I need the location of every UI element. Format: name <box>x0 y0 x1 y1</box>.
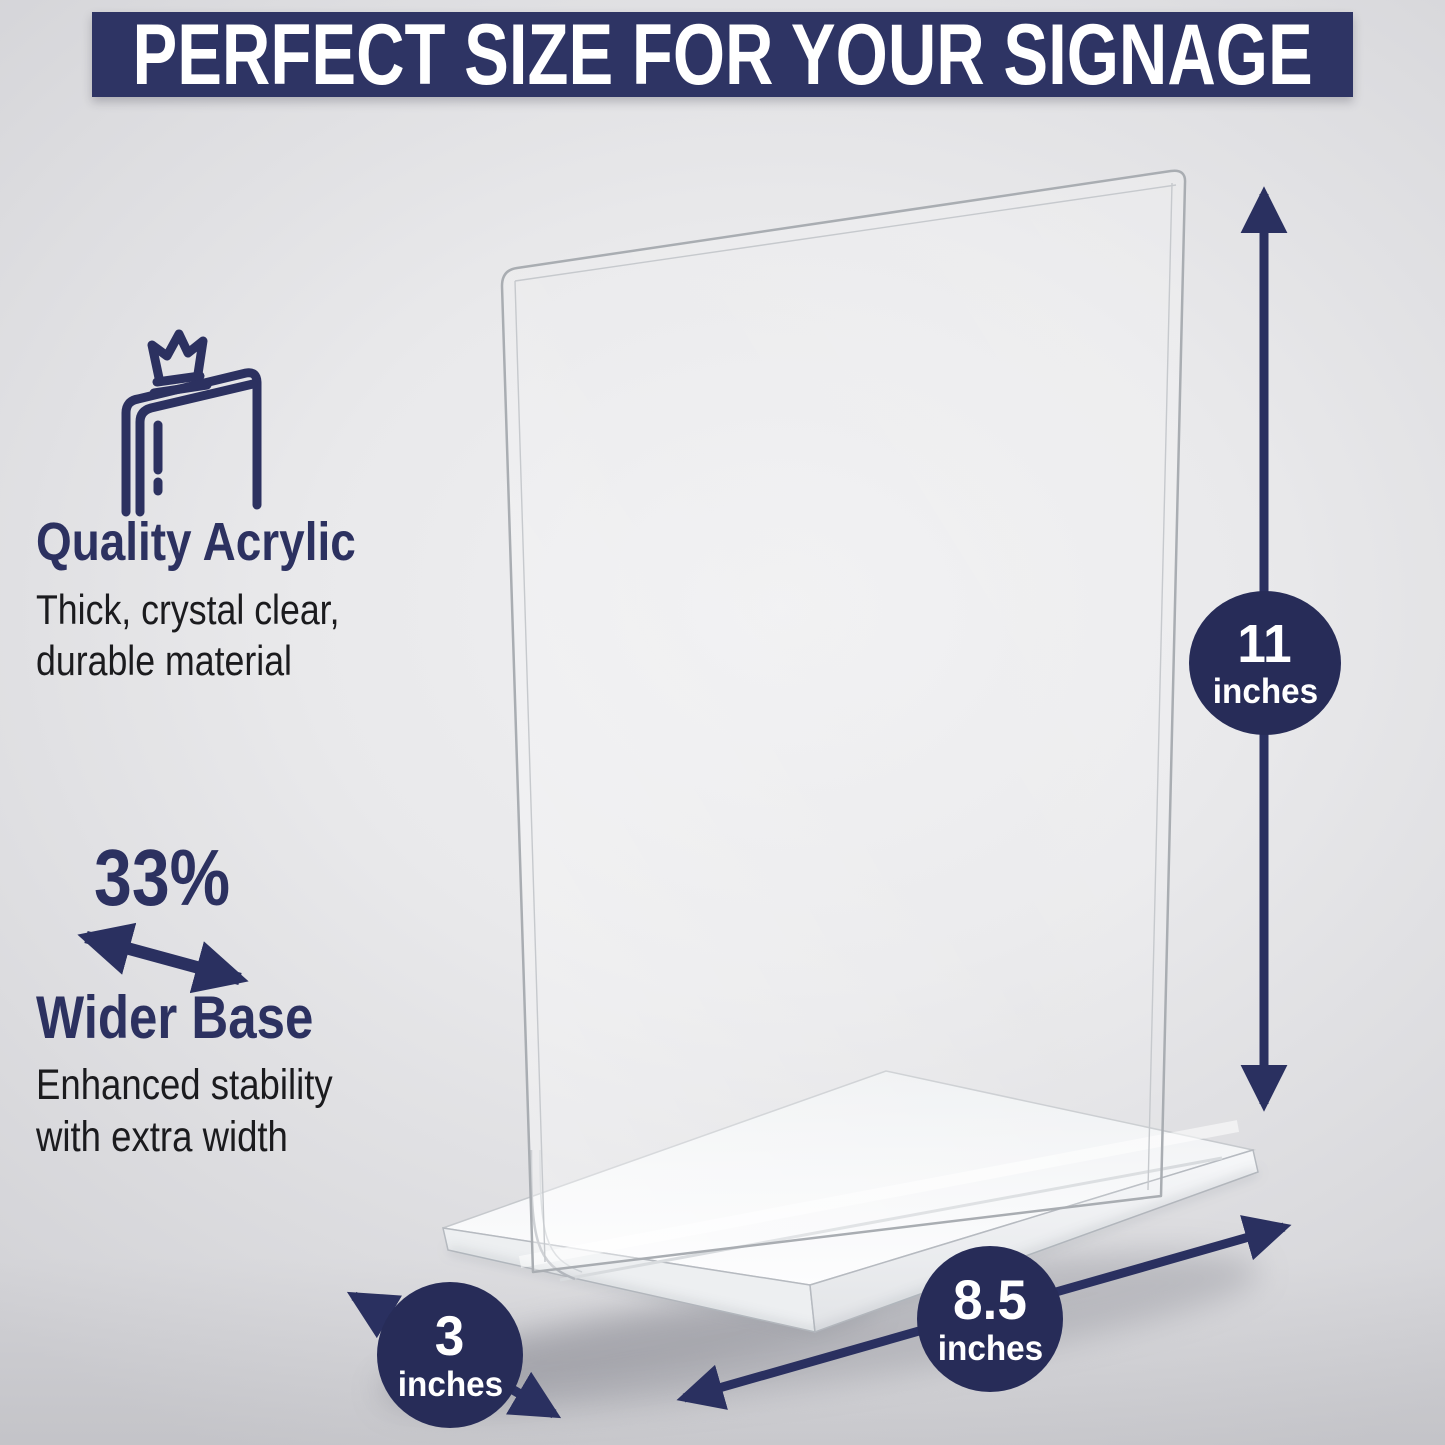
height-value: 11 <box>1237 614 1293 674</box>
depth-unit: inches <box>397 1365 503 1404</box>
wider-base-heading: Wider Base <box>36 984 314 1051</box>
banner-title: PERFECT SIZE FOR YOUR SIGNAGE <box>132 6 1313 103</box>
acrylic-panel <box>500 169 1187 1274</box>
width-unit: inches <box>937 1329 1043 1368</box>
wider-base-arrow tilted-double-arrow-icon <box>77 922 249 994</box>
depth-dimension-badge: 3 inches <box>377 1282 523 1428</box>
depth-value: 3 <box>435 1304 465 1367</box>
quality-acrylic-description: Thick, crystal clear, durable material <box>36 584 340 686</box>
width-value: 8.5 <box>953 1268 1027 1331</box>
crown-sign-holder-icon <box>121 329 262 517</box>
width-dimension-badge: 8.5 inches <box>917 1246 1063 1392</box>
quality-acrylic-heading: Quality Acrylic <box>36 512 356 572</box>
quality-acrylic-description-line1: Thick, crystal clear, <box>36 586 340 633</box>
quality-acrylic-description-line2: durable material <box>36 637 292 685</box>
wider-base-description: Enhanced stability with extra width <box>36 1060 333 1163</box>
height-dimension-badge: 11 inches <box>1189 591 1341 735</box>
wider-base-description-line1: Enhanced stability <box>36 1061 333 1109</box>
wider-base-description-line2: with extra width <box>36 1112 288 1161</box>
banner: PERFECT SIZE FOR YOUR SIGNAGE <box>92 6 1353 103</box>
height-unit: inches <box>1212 672 1318 711</box>
wider-base-stat: 33% <box>94 833 231 922</box>
